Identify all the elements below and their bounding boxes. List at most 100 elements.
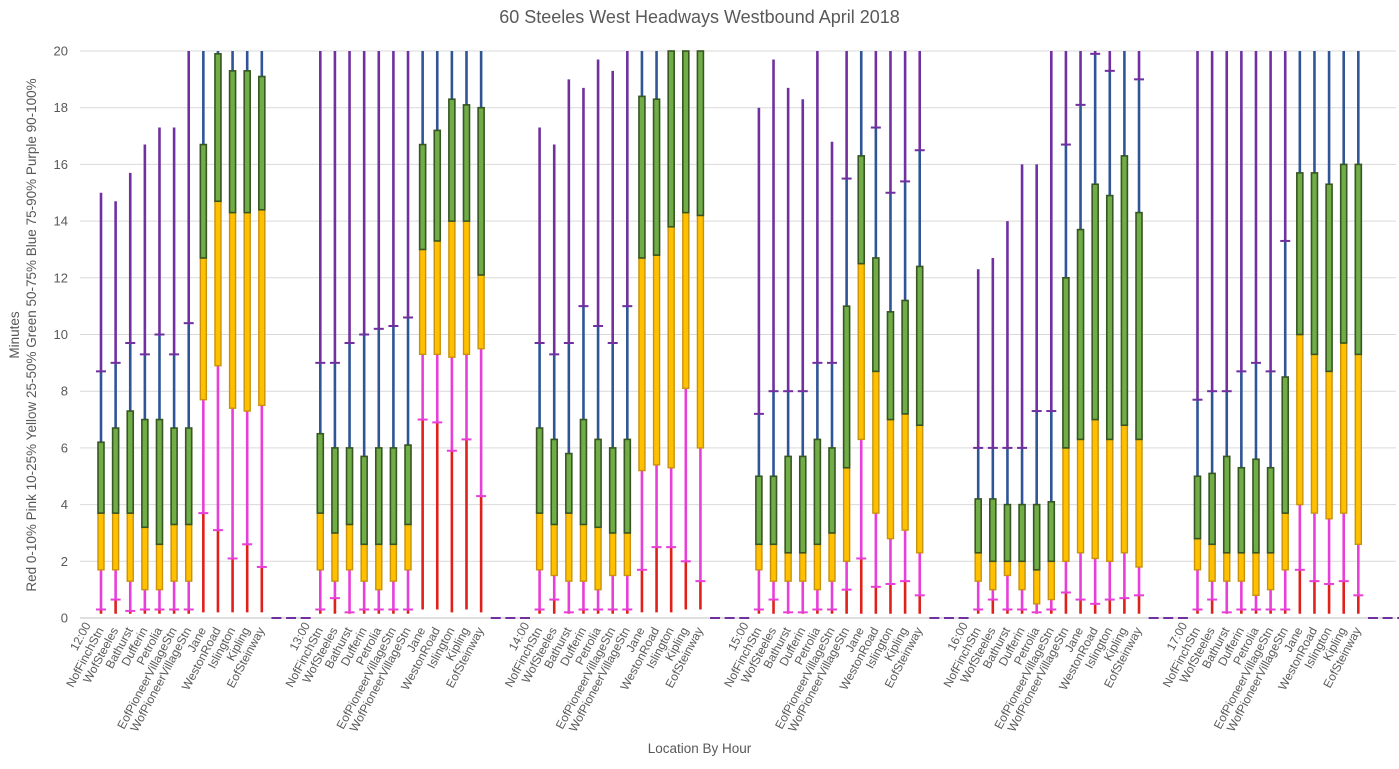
box-yellow-25-50 bbox=[901, 413, 909, 531]
box-yellow-25-50 bbox=[360, 543, 368, 582]
box-column bbox=[1207, 51, 1218, 614]
box-column bbox=[183, 51, 194, 614]
box-green-50-75 bbox=[974, 498, 983, 554]
box-yellow-25-50 bbox=[1062, 447, 1070, 562]
box-green-50-75 bbox=[1062, 276, 1070, 449]
box-yellow-25-50 bbox=[696, 214, 705, 449]
box-yellow-25-50 bbox=[755, 543, 763, 571]
box-column bbox=[96, 192, 106, 614]
box-yellow-25-50 bbox=[243, 211, 251, 412]
box-green-50-75 bbox=[1237, 466, 1246, 554]
y-tick-label: 18 bbox=[54, 100, 68, 115]
box-yellow-25-50 bbox=[1120, 424, 1129, 554]
y-tick-label: 4 bbox=[61, 497, 68, 512]
box-yellow-25-50 bbox=[1281, 512, 1289, 571]
box-yellow-25-50 bbox=[214, 200, 222, 367]
box-column bbox=[987, 257, 998, 614]
hour-group-1700 bbox=[1192, 51, 1399, 619]
box-green-50-75 bbox=[404, 444, 412, 526]
box-green-50-75 bbox=[638, 95, 646, 259]
box-yellow-25-50 bbox=[565, 512, 573, 582]
box-yellow-25-50 bbox=[1106, 438, 1114, 562]
gridlines bbox=[80, 50, 1396, 619]
box-yellow-25-50 bbox=[111, 512, 120, 571]
box-yellow-25-50 bbox=[170, 523, 178, 582]
box-green-50-75 bbox=[141, 418, 149, 529]
hour-group-1400 bbox=[534, 50, 750, 619]
box-column bbox=[432, 51, 443, 610]
box-green-50-75 bbox=[360, 455, 368, 546]
box-green-50-75 bbox=[681, 50, 690, 214]
box-yellow-25-50 bbox=[1032, 569, 1041, 605]
box-green-50-75 bbox=[258, 75, 266, 211]
box-yellow-25-50 bbox=[258, 209, 266, 407]
box-green-50-75 bbox=[784, 455, 792, 554]
box-column bbox=[154, 127, 165, 614]
box-column bbox=[1353, 51, 1364, 614]
box-column bbox=[797, 99, 808, 614]
box-yellow-25-50 bbox=[828, 532, 836, 582]
box-green-50-75 bbox=[696, 50, 705, 217]
box-green-50-75 bbox=[448, 98, 456, 222]
box-green-50-75 bbox=[331, 447, 339, 534]
box-green-50-75 bbox=[1193, 475, 1202, 540]
box-yellow-25-50 bbox=[579, 523, 588, 582]
box-yellow-25-50 bbox=[199, 257, 208, 401]
box-column bbox=[768, 59, 779, 614]
box-yellow-25-50 bbox=[1325, 370, 1333, 520]
box-green-50-75 bbox=[857, 155, 866, 265]
box-column bbox=[666, 50, 677, 613]
box-green-50-75 bbox=[1032, 503, 1041, 571]
hour-group-1300 bbox=[315, 51, 530, 619]
box-column bbox=[110, 201, 121, 614]
box-column bbox=[856, 51, 867, 614]
box-column bbox=[242, 51, 253, 613]
box-yellow-25-50 bbox=[1354, 353, 1363, 545]
box-green-50-75 bbox=[243, 70, 251, 214]
box-column bbox=[783, 87, 794, 614]
box-column bbox=[359, 51, 370, 614]
box-yellow-25-50 bbox=[477, 274, 485, 350]
box-column bbox=[636, 51, 647, 613]
box-column bbox=[1031, 164, 1042, 614]
box-yellow-25-50 bbox=[813, 543, 822, 591]
box-yellow-25-50 bbox=[842, 467, 851, 562]
box-yellow-25-50 bbox=[1018, 560, 1026, 591]
box-green-50-75 bbox=[170, 427, 178, 526]
box-column bbox=[388, 51, 399, 614]
box-green-50-75 bbox=[1339, 163, 1348, 344]
box-yellow-25-50 bbox=[916, 424, 924, 554]
box-yellow-25-50 bbox=[989, 560, 997, 591]
box-green-50-75 bbox=[1076, 228, 1085, 441]
box-green-50-75 bbox=[813, 438, 822, 546]
box-column bbox=[1075, 51, 1086, 614]
box-column bbox=[1060, 51, 1071, 614]
box-green-50-75 bbox=[1135, 211, 1143, 441]
box-column bbox=[841, 51, 852, 614]
box-yellow-25-50 bbox=[872, 370, 880, 514]
box-green-50-75 bbox=[1222, 455, 1231, 554]
box-green-50-75 bbox=[155, 418, 164, 546]
hour-group-1600 bbox=[973, 51, 1188, 619]
box-column bbox=[593, 59, 604, 614]
box-column bbox=[1265, 51, 1276, 614]
box-column bbox=[417, 51, 428, 610]
box-column bbox=[256, 51, 267, 613]
box-yellow-25-50 bbox=[375, 543, 383, 591]
box-column bbox=[139, 144, 150, 614]
box-column bbox=[549, 144, 560, 614]
box-column bbox=[227, 51, 238, 613]
box-green-50-75 bbox=[1325, 183, 1333, 373]
box-yellow-25-50 bbox=[228, 211, 237, 409]
box-column bbox=[212, 51, 223, 613]
box-green-50-75 bbox=[228, 70, 237, 214]
box-column bbox=[1002, 221, 1013, 614]
box-green-50-75 bbox=[126, 410, 135, 514]
box-column bbox=[885, 51, 896, 614]
y-tick-label: 20 bbox=[54, 44, 68, 59]
box-yellow-25-50 bbox=[155, 543, 164, 591]
y-tick-label: 10 bbox=[54, 327, 68, 342]
box-column bbox=[900, 51, 911, 614]
box-green-50-75 bbox=[550, 438, 559, 526]
